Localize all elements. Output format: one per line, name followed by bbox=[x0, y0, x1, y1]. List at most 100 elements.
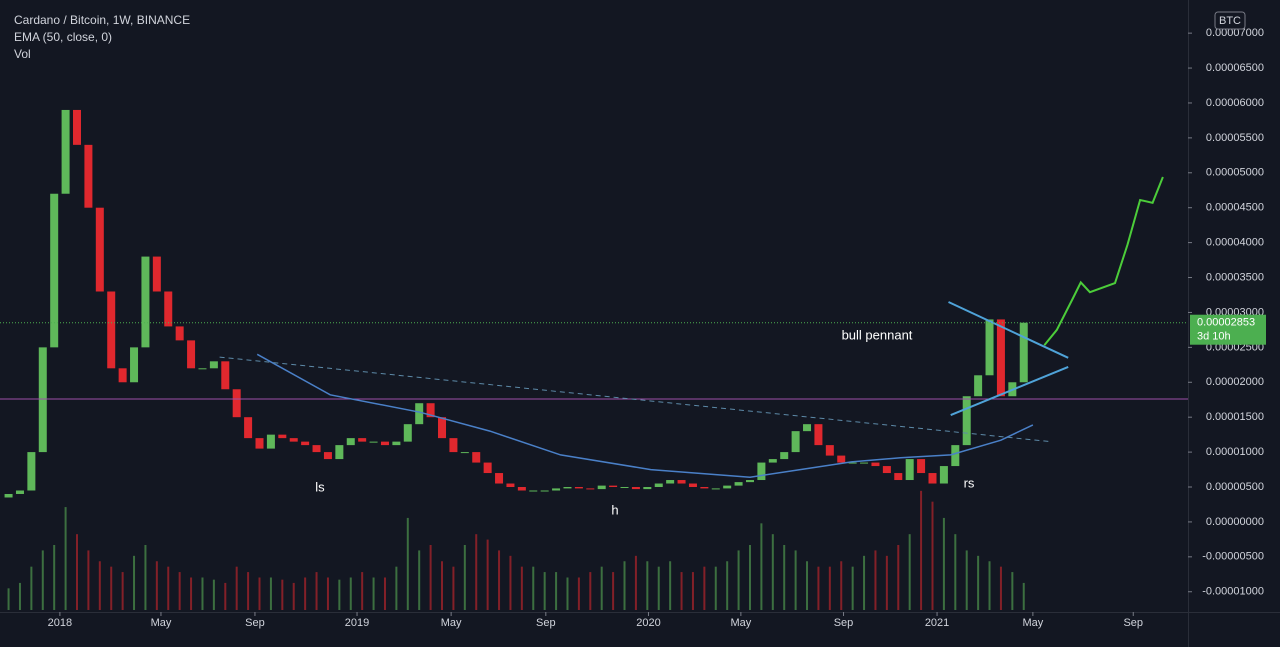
candle-body bbox=[894, 473, 903, 481]
candle-body bbox=[768, 459, 777, 463]
volume-layer bbox=[7, 490, 1025, 610]
volume-bar bbox=[954, 534, 957, 610]
countdown-label: 3d 10h bbox=[1197, 331, 1231, 343]
candle-body bbox=[278, 434, 287, 439]
candle-body bbox=[928, 473, 937, 484]
x-tick-label: May bbox=[730, 617, 751, 629]
candle-body bbox=[50, 193, 59, 348]
volume-bar bbox=[418, 550, 421, 610]
volume-bar bbox=[64, 507, 67, 610]
volume-bar bbox=[806, 561, 809, 610]
candle-body bbox=[301, 441, 310, 446]
volume-bar bbox=[783, 545, 786, 610]
candle-body bbox=[563, 487, 572, 489]
volume-bar bbox=[851, 566, 854, 610]
axis-layer: 0.00007000 0.00006500 0.00006000 0.00005500… bbox=[48, 27, 1266, 629]
volume-bar bbox=[87, 550, 90, 610]
candle-body bbox=[974, 375, 983, 397]
volume-bar bbox=[840, 561, 843, 610]
candle-body bbox=[198, 368, 207, 370]
annotation: ls bbox=[315, 479, 325, 494]
y-tick-label: 0.00004500 bbox=[1206, 202, 1264, 214]
volume-bar bbox=[41, 550, 44, 610]
volume-bar bbox=[680, 572, 683, 610]
volume-bar bbox=[817, 566, 820, 610]
volume-bar bbox=[828, 566, 831, 610]
candle-body bbox=[255, 438, 264, 449]
y-tick-label: 0.00003500 bbox=[1206, 271, 1264, 283]
x-tick-label: Sep bbox=[1123, 617, 1143, 629]
annotation: rs bbox=[964, 475, 975, 490]
candle-body bbox=[700, 487, 709, 489]
volume-bar bbox=[600, 566, 603, 610]
volume-bar bbox=[475, 534, 478, 610]
x-tick-label: May bbox=[1022, 617, 1043, 629]
candle-body bbox=[654, 483, 663, 488]
volume-bar bbox=[383, 577, 386, 610]
currency-badge[interactable] bbox=[1214, 11, 1246, 30]
candle-body bbox=[666, 480, 675, 484]
candle-body bbox=[175, 326, 184, 341]
indicator-label: EMA (50, close, 0) bbox=[14, 30, 112, 44]
volume-bar bbox=[441, 561, 444, 610]
currency-label[interactable]: BTC bbox=[1219, 15, 1241, 27]
candle-body bbox=[164, 291, 173, 327]
volume-bar bbox=[326, 577, 329, 610]
candle-body bbox=[540, 490, 549, 492]
volume-bar bbox=[920, 490, 923, 610]
x-tick-label: May bbox=[151, 617, 172, 629]
volume-bar bbox=[657, 566, 660, 610]
candle-body bbox=[449, 438, 458, 453]
volume-bar bbox=[863, 555, 866, 610]
chart-title: Cardano / Bitcoin, 1W, BINANCE bbox=[14, 13, 190, 27]
pennant-upper bbox=[948, 301, 1069, 359]
candle-body bbox=[426, 403, 435, 418]
volume-bar bbox=[612, 572, 615, 610]
volume-bar bbox=[304, 577, 307, 610]
candle-body bbox=[403, 424, 412, 442]
volume-bar bbox=[98, 561, 101, 610]
volume-bar bbox=[999, 566, 1002, 610]
volume-bar bbox=[794, 550, 797, 610]
volume-bar bbox=[224, 582, 227, 610]
volume-bar bbox=[714, 566, 717, 610]
candle-body bbox=[107, 291, 116, 369]
candle-body bbox=[380, 441, 389, 446]
volume-bar bbox=[988, 561, 991, 610]
x-tick-label: 2021 bbox=[925, 617, 949, 629]
volume-bar bbox=[463, 545, 466, 610]
y-tick-label: 0.00007000 bbox=[1206, 27, 1264, 39]
volume-bar bbox=[76, 534, 79, 610]
candle-body bbox=[4, 493, 13, 498]
volume-bar bbox=[748, 545, 751, 610]
volume-bar bbox=[269, 577, 272, 610]
volume-bar bbox=[1011, 572, 1014, 610]
candle-body bbox=[586, 488, 595, 490]
candle-body bbox=[574, 487, 583, 489]
volume-bar bbox=[498, 550, 501, 610]
candle-body bbox=[346, 438, 355, 446]
candle-body bbox=[27, 452, 36, 491]
candle-body bbox=[438, 417, 447, 439]
volume-bar bbox=[942, 517, 945, 610]
candle-body bbox=[95, 207, 104, 292]
volume-bar bbox=[623, 561, 626, 610]
volume-bar bbox=[372, 577, 375, 610]
candle-body bbox=[61, 109, 70, 194]
pennant-lower bbox=[950, 365, 1069, 417]
volume-bar bbox=[577, 577, 580, 610]
candle-body bbox=[825, 445, 834, 456]
volume-bar bbox=[1022, 582, 1025, 610]
candle-body bbox=[609, 485, 618, 488]
candle-body bbox=[335, 445, 344, 460]
candle-body bbox=[837, 455, 846, 463]
candle-body bbox=[688, 483, 697, 488]
volume-bar bbox=[646, 561, 649, 610]
volume-bar bbox=[315, 572, 318, 610]
volume-bar bbox=[566, 577, 569, 610]
volume-bar bbox=[201, 577, 204, 610]
candle-body bbox=[871, 462, 880, 467]
volume-bar bbox=[178, 572, 181, 610]
candle-body bbox=[506, 483, 515, 488]
candle-body bbox=[643, 487, 652, 490]
